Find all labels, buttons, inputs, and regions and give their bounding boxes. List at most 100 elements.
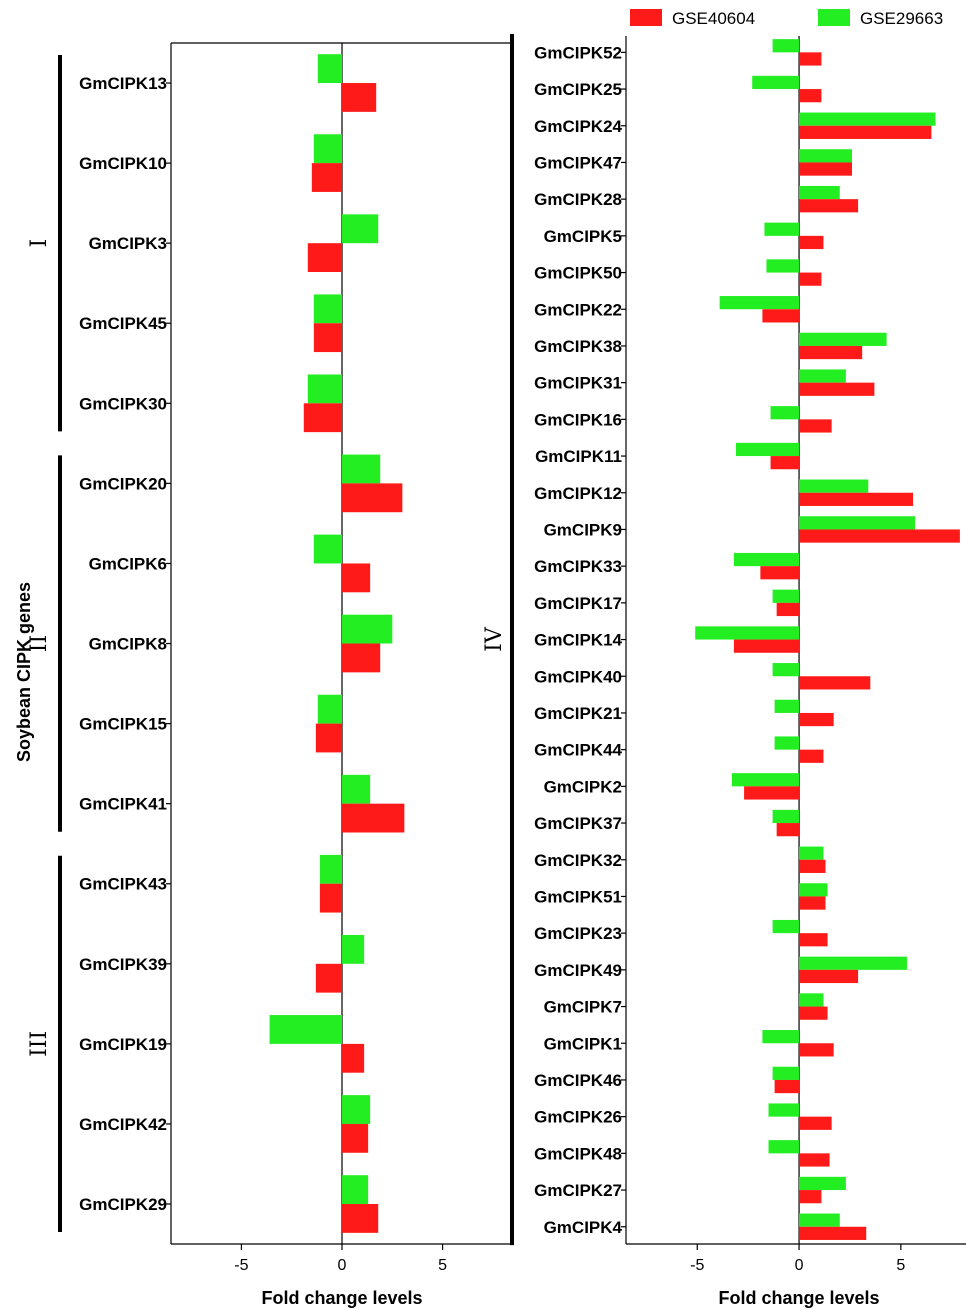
category-label: GmCIPK43 <box>79 875 167 894</box>
bar-gse40604-gmcipk3 <box>307 243 342 273</box>
category-label: GmCIPK51 <box>534 887 622 906</box>
bar-gse29663-gmcipk44 <box>774 736 800 750</box>
bar-gse40604-gmcipk20 <box>342 483 403 513</box>
category-label: GmCIPK32 <box>534 851 622 870</box>
bar-gse40604-gmcipk11 <box>770 456 800 470</box>
x-tick-label: -5 <box>690 1257 704 1274</box>
bar-gse29663-gmcipk26 <box>768 1103 800 1117</box>
category-label: GmCIPK23 <box>534 924 622 943</box>
x-tick-label: 5 <box>438 1257 447 1274</box>
bar-gse40604-gmcipk27 <box>799 1190 822 1204</box>
bar-gse29663-gmcipk38 <box>799 332 887 346</box>
chart-panel-right: -5 0 5 Fold change levels GmCIPK52 GmCIPK25 Gm… <box>482 34 966 1308</box>
bar-gse40604-gmcipk19 <box>342 1043 365 1073</box>
y-axis-title: Soybean CIPK genes <box>14 582 34 762</box>
bar-gse40604-gmcipk16 <box>799 419 832 433</box>
category-label: GmCIPK42 <box>79 1115 167 1134</box>
bar-gse40604-gmcipk2 <box>744 786 800 800</box>
bar-gse29663-gmcipk25 <box>752 75 800 90</box>
bar-gse40604-gmcipk51 <box>799 896 826 910</box>
bar-gse29663-gmcipk5 <box>764 222 800 236</box>
bar-gse40604-gmcipk21 <box>799 712 834 727</box>
category-label: GmCIPK19 <box>79 1035 167 1054</box>
bar-gse29663-gmcipk17 <box>772 589 800 603</box>
group-label: II <box>27 635 52 652</box>
x-axis-title: Fold change levels <box>719 1288 880 1308</box>
bar-gse40604-gmcipk37 <box>776 823 800 837</box>
category-label: GmCIPK25 <box>534 80 622 99</box>
bar-gse40604-gmcipk43 <box>319 883 342 913</box>
bar-gse40604-gmcipk33 <box>760 566 800 580</box>
bar-gse29663-gmcipk19 <box>269 1015 342 1044</box>
bar-gse40604-gmcipk17 <box>776 602 800 617</box>
bar-gse29663-gmcipk8 <box>342 614 393 644</box>
bar-gse40604-gmcipk12 <box>799 492 914 506</box>
bar-gse40604-gmcipk42 <box>342 1123 369 1153</box>
bar-gse40604-gmcipk30 <box>303 403 342 433</box>
bar-gse29663-gmcipk3 <box>342 214 379 244</box>
bar-gse40604-gmcipk5 <box>799 235 824 250</box>
legend-swatch-gse29663 <box>818 9 850 26</box>
category-label: GmCIPK31 <box>534 374 622 393</box>
bar-gse29663-gmcipk6 <box>313 534 342 564</box>
bar-gse29663-gmcipk50 <box>766 259 800 273</box>
bar-gse29663-gmcipk29 <box>342 1175 369 1205</box>
bar-gse29663-gmcipk33 <box>733 552 800 567</box>
category-label: GmCIPK22 <box>534 300 622 319</box>
group-label: I <box>27 239 52 248</box>
category-label: GmCIPK14 <box>534 631 622 650</box>
category-label: GmCIPK6 <box>89 554 167 573</box>
legend-label-gse29663: GSE29663 <box>860 9 943 28</box>
bar-gse29663-gmcipk39 <box>342 934 365 964</box>
category-label: GmCIPK38 <box>534 337 622 356</box>
category-label: GmCIPK17 <box>534 594 622 613</box>
bar-gse40604-gmcipk9 <box>799 529 960 543</box>
bar-gse29663-gmcipk45 <box>313 294 342 324</box>
bar-gse29663-gmcipk21 <box>774 699 800 713</box>
bar-gse40604-gmcipk31 <box>799 382 875 396</box>
bar-gse29663-gmcipk2 <box>731 773 800 787</box>
bar-gse29663-gmcipk12 <box>799 479 869 493</box>
bar-gse40604-gmcipk4 <box>799 1226 867 1240</box>
bar-gse40604-gmcipk13 <box>342 83 377 112</box>
bar-gse29663-gmcipk9 <box>799 516 916 530</box>
bar-gse40604-gmcipk6 <box>342 563 371 593</box>
category-label: GmCIPK29 <box>79 1195 167 1214</box>
x-tick-label: -5 <box>234 1257 248 1274</box>
bar-gse29663-gmcipk31 <box>799 369 846 383</box>
bar-gse29663-gmcipk4 <box>799 1213 840 1227</box>
category-label: GmCIPK4 <box>544 1218 623 1237</box>
bar-gse29663-gmcipk30 <box>307 374 342 404</box>
bar-gse29663-gmcipk49 <box>799 956 907 970</box>
category-label: GmCIPK27 <box>534 1181 622 1200</box>
bar-gse29663-gmcipk51 <box>799 883 828 897</box>
category-label: GmCIPK52 <box>534 43 622 62</box>
category-label: GmCIPK16 <box>534 410 622 429</box>
category-label: GmCIPK33 <box>534 557 622 576</box>
category-label: GmCIPK3 <box>89 234 167 253</box>
bar-gse29663-gmcipk48 <box>768 1140 800 1154</box>
category-label: GmCIPK12 <box>534 484 622 503</box>
bar-gse40604-gmcipk44 <box>799 749 824 763</box>
category-label: GmCIPK15 <box>79 715 167 734</box>
group-label: IV <box>482 626 507 652</box>
bar-gse40604-gmcipk29 <box>342 1204 379 1233</box>
bar-gse40604-gmcipk49 <box>799 969 859 984</box>
legend-swatch-gse40604 <box>630 9 662 26</box>
x-tick-label: 0 <box>338 1257 347 1274</box>
category-label: GmCIPK44 <box>534 741 622 760</box>
bar-gse40604-gmcipk28 <box>799 199 859 213</box>
bar-gse40604-gmcipk32 <box>799 859 826 873</box>
bar-gse40604-gmcipk50 <box>799 272 822 286</box>
category-label: GmCIPK21 <box>534 704 622 723</box>
bar-gse40604-gmcipk40 <box>799 676 871 690</box>
bar-gse40604-gmcipk47 <box>799 162 852 176</box>
bar-gse40604-gmcipk26 <box>799 1116 832 1130</box>
category-label: GmCIPK45 <box>79 314 167 333</box>
bar-gse40604-gmcipk14 <box>733 639 800 653</box>
bar-gse29663-gmcipk43 <box>319 854 342 884</box>
category-label: GmCIPK50 <box>534 264 622 283</box>
bar-gse29663-gmcipk41 <box>342 774 371 804</box>
bar-gse40604-gmcipk48 <box>799 1153 830 1167</box>
bar-gse40604-gmcipk23 <box>799 933 828 947</box>
